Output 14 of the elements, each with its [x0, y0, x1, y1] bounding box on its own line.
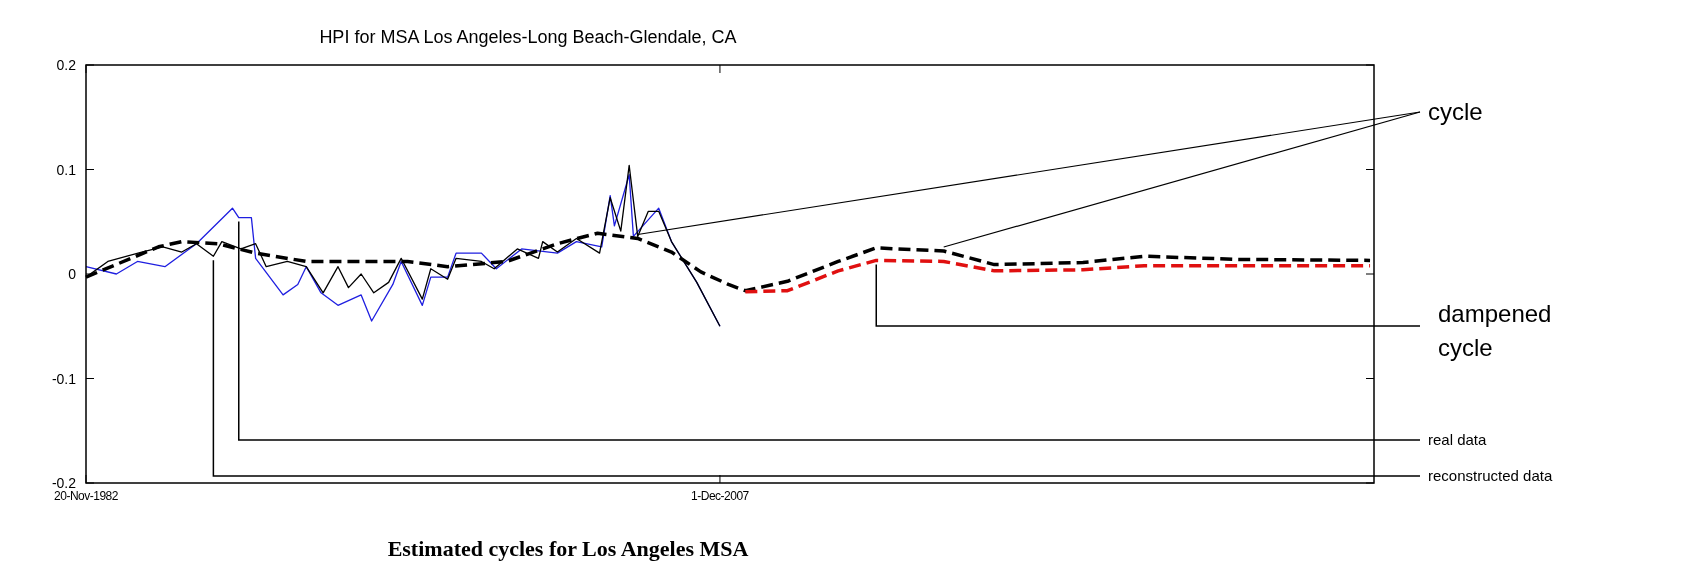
line-series	[743, 258, 1372, 294]
y-tick-label: 0	[68, 266, 77, 282]
x-tick-label: 20-Nov-1982	[54, 489, 119, 503]
x-tick-label: 1-Dec-2007	[691, 489, 750, 503]
y-tick-label: 0.2	[56, 57, 77, 73]
text: real data	[1428, 431, 1488, 448]
text: reconstructed data	[1428, 467, 1553, 484]
text: cycle	[1428, 98, 1483, 125]
y-tick-label: 0.1	[56, 161, 77, 178]
text: dampened cycle	[1438, 300, 1552, 361]
y-tick-label: -0.1	[51, 370, 77, 387]
text: Estimated cycles for Los Angeles MSA	[387, 536, 749, 561]
y-tick-label: -0.2	[51, 475, 77, 491]
chart-title: HPI for MSA Los Angeles-Long Beach-Glendale, CA	[319, 27, 737, 47]
